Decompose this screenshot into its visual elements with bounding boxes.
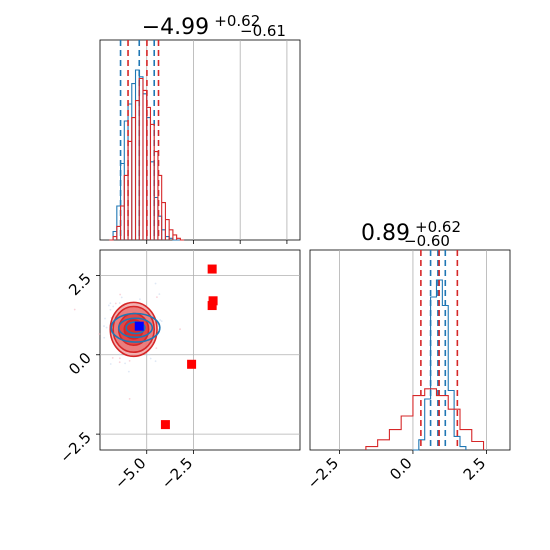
y-tick-label: 0.0 <box>65 349 95 379</box>
y-tick-label: −2.5 <box>56 428 94 466</box>
scatter-point <box>156 296 158 299</box>
scatter-point <box>118 357 121 360</box>
scatter-point <box>179 328 181 331</box>
scatter-point <box>148 353 151 356</box>
scatter-point <box>111 357 114 359</box>
blue-square-marker <box>134 321 144 331</box>
scatter-point <box>159 319 162 321</box>
red-square-marker <box>208 296 218 306</box>
scatter-point <box>155 347 158 350</box>
scatter-point <box>107 304 110 307</box>
scatter-point <box>124 362 126 365</box>
scatter-point <box>146 353 149 356</box>
panel-bottom-left-frame <box>99 249 301 451</box>
scatter-point <box>160 320 163 323</box>
x-tick-label: −2.5 <box>158 454 196 492</box>
red-square-marker <box>207 264 217 274</box>
panel-bottom-right-histogram: 0.89 +0.62 −0.60 <box>309 218 511 451</box>
panel-bottom-left-scatter <box>99 249 301 451</box>
title-main: 0.89 <box>361 221 410 246</box>
scatter-point <box>154 360 157 363</box>
hist-step-0 <box>412 279 467 451</box>
scatter-point <box>149 357 152 360</box>
scatter-point <box>127 370 130 373</box>
scatter-point <box>154 282 157 285</box>
scatter-point <box>118 302 121 304</box>
scatter-point <box>98 333 101 335</box>
scatter-point <box>109 308 112 311</box>
y-tick-label: 2.5 <box>65 269 95 299</box>
red-square-marker <box>207 301 217 311</box>
panel-top-left-title-sub: −0.61 <box>240 22 286 40</box>
scatter-point <box>73 308 76 311</box>
scatter-point <box>109 302 112 305</box>
red-square-marker <box>187 359 197 369</box>
title-main: −4.99 <box>142 15 209 40</box>
scatter-point <box>103 325 105 327</box>
scatter-point <box>139 298 141 301</box>
x-tick-label: −2.5 <box>304 454 342 492</box>
panel-top-left-title: −4.99 +0.62 <box>142 12 260 40</box>
hist-step-1 <box>365 388 485 450</box>
scatter-point <box>114 302 117 305</box>
panel-bottom-right-title: 0.89 +0.62 <box>361 218 461 246</box>
hist-step-1 <box>109 77 185 241</box>
plot-layer: −2.5 0.0 2.5−5.0 −2.52.50.0−2.5 <box>56 40 489 493</box>
panel-top-left-histogram: −4.99 +0.62 −0.61 <box>99 12 301 241</box>
blue-contour <box>110 312 161 343</box>
scatter-point <box>158 293 161 296</box>
scatter-point <box>120 296 123 299</box>
blue-contour <box>117 317 154 339</box>
panel-top-left-frame <box>99 39 301 241</box>
scatter-point <box>103 336 106 339</box>
scatter-point <box>128 359 131 362</box>
red-square-marker <box>160 420 170 430</box>
scatter-point <box>119 293 122 296</box>
x-tick-label: 2.5 <box>460 454 490 484</box>
title-sup: +0.62 <box>415 218 461 236</box>
scatter-point <box>112 305 115 308</box>
panel-bottom-right-frame <box>309 249 511 451</box>
panel-bottom-right-title-sub: −0.60 <box>404 232 450 250</box>
scatter-point <box>104 317 106 320</box>
x-tick-label: −5.0 <box>111 454 149 492</box>
scatter-point <box>105 326 108 329</box>
scatter-point <box>118 353 121 356</box>
scatter-point <box>109 363 112 365</box>
scatter-point <box>128 397 131 400</box>
title-sup: +0.62 <box>214 12 260 30</box>
scatter-point <box>118 361 121 364</box>
x-tick-label: 0.0 <box>386 454 416 484</box>
